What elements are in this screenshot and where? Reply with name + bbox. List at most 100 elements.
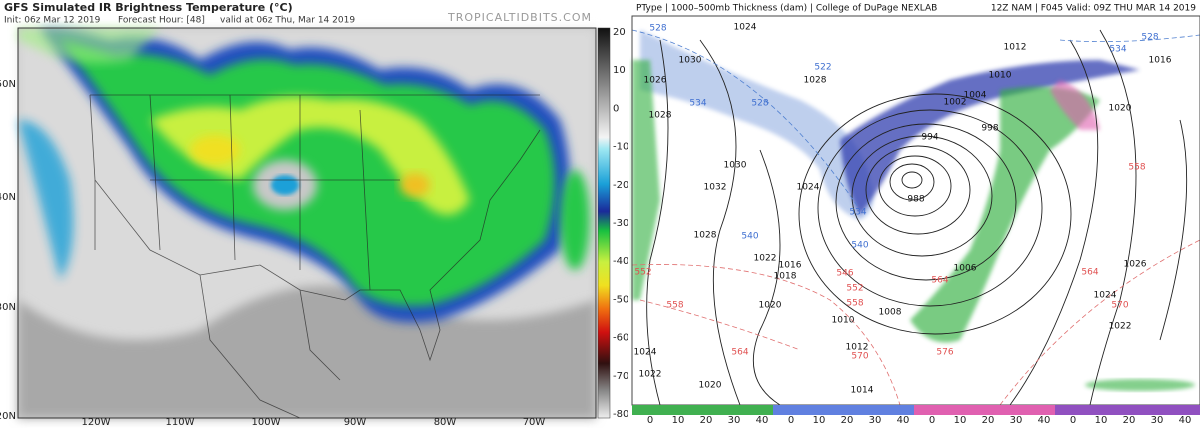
- isobar-label: 1032: [704, 183, 727, 193]
- isobar-label: 1016: [1149, 56, 1172, 66]
- isobar-label: 1022: [1109, 322, 1132, 332]
- thickness-label: 558: [846, 299, 863, 309]
- left-title: GFS Simulated IR Brightness Temperature …: [4, 1, 293, 14]
- lon-label: 110W: [166, 417, 195, 428]
- isobar-label: 1004: [964, 91, 987, 101]
- thickness-label: 576: [936, 348, 953, 358]
- ptype-scale: [632, 405, 1200, 415]
- thickness-label: 528: [1141, 33, 1158, 43]
- isobar-label: 1008: [879, 308, 902, 318]
- header-left: PType | 1000–500mb Thickness (dam) | Col…: [636, 4, 937, 14]
- map-frame: [17, 27, 597, 419]
- isobar-label: 1030: [724, 161, 747, 171]
- isobar-label: 1028: [649, 111, 672, 121]
- lat-label: 40N: [0, 192, 16, 203]
- isobar-label: 1016: [779, 261, 802, 271]
- lat-label: 50N: [0, 79, 16, 90]
- thickness-label: 552: [634, 268, 651, 278]
- isobar-label: 1028: [804, 76, 827, 86]
- colorbar: [597, 27, 611, 419]
- isobar-label: 1020: [1109, 104, 1132, 114]
- isobar-label: 1024: [797, 183, 820, 193]
- thickness-label: 558: [666, 301, 683, 311]
- colorbar-label: 0: [613, 103, 619, 114]
- thickness-label: 534: [1109, 45, 1126, 55]
- isobar-label: 1010: [832, 316, 855, 326]
- colorbar-label: -20: [613, 180, 629, 191]
- isobar-label: 1006: [954, 264, 977, 274]
- isobar-label: 1020: [759, 301, 782, 311]
- init-text: Init: 06z Mar 12 2019: [4, 16, 101, 26]
- nam-map: [631, 16, 1200, 406]
- scale-label: 20: [841, 415, 854, 426]
- thickness-label: 540: [741, 232, 758, 242]
- isobar-label: 1026: [1124, 260, 1147, 270]
- lon-label: 80W: [434, 417, 457, 428]
- scale-label: 20: [1123, 415, 1136, 426]
- lat-label: 20N: [0, 411, 16, 422]
- thickness-label: 564: [1081, 268, 1098, 278]
- scale-label: 30: [1151, 415, 1164, 426]
- isobar-label: 994: [921, 133, 938, 143]
- lat-label: 30N: [0, 302, 16, 313]
- scale-label: 0: [1070, 415, 1076, 426]
- scale-label: 10: [672, 415, 685, 426]
- thickness-label: 522: [814, 63, 831, 73]
- scale-label: 40: [897, 415, 910, 426]
- isobar-label: 1012: [1004, 43, 1027, 53]
- scale-label: 0: [788, 415, 794, 426]
- scale-label: 30: [869, 415, 882, 426]
- scale-label: 10: [1095, 415, 1108, 426]
- scale-label: 40: [1038, 415, 1051, 426]
- thickness-label: 540: [851, 241, 868, 251]
- isobar-label: 1010: [989, 71, 1012, 81]
- isobar-label: 1014: [851, 386, 874, 396]
- colorbar-label: 10: [613, 65, 626, 76]
- colorbar-label: -40: [613, 256, 629, 267]
- scale-label: 0: [647, 415, 653, 426]
- thickness-label: 570: [1111, 301, 1128, 311]
- colorbar-label: -30: [613, 218, 629, 229]
- lon-label: 90W: [344, 417, 367, 428]
- isobar-label: 988: [907, 195, 924, 205]
- isobar-label: 1012: [846, 343, 869, 353]
- thickness-label: 528: [751, 99, 768, 109]
- colorbar-label: -50: [613, 294, 629, 305]
- scale-label: 20: [700, 415, 713, 426]
- scale-label: 0: [929, 415, 935, 426]
- ir-map: [18, 28, 596, 419]
- lon-label: 100W: [252, 417, 281, 428]
- isobar-label: 1002: [944, 98, 967, 108]
- forecast-hour: Forecast Hour: [48]: [118, 16, 205, 26]
- colorbar-label: 20: [613, 27, 626, 38]
- colorbar-label: -70: [613, 371, 629, 382]
- isobar-label: 1022: [639, 370, 662, 380]
- thickness-label: 534: [689, 99, 706, 109]
- thickness-label: 558: [1128, 163, 1145, 173]
- thickness-label: 534: [849, 208, 866, 218]
- thickness-label: 564: [731, 348, 748, 358]
- thickness-label: 546: [836, 269, 853, 279]
- colorbar-label: -10: [613, 142, 629, 153]
- thickness-label: 552: [846, 284, 863, 294]
- colorbar-label: -80: [613, 409, 629, 420]
- isobar-label: 1020: [699, 381, 722, 391]
- colorbar-label: -60: [613, 333, 629, 344]
- isobar-label: 998: [981, 124, 998, 134]
- isobar-label: 1022: [754, 254, 777, 264]
- right-header: [628, 0, 1200, 16]
- valid-text: valid at 06z Thu, Mar 14 2019: [220, 16, 355, 26]
- isobar-label: 1030: [679, 56, 702, 66]
- scale-label: 10: [813, 415, 826, 426]
- isobar-label: 1026: [644, 76, 667, 86]
- scale-label: 30: [1010, 415, 1023, 426]
- header-right: 12Z NAM | F045 Valid: 09Z THU MAR 14 201…: [991, 4, 1196, 14]
- thickness-label: 564: [931, 276, 948, 286]
- scale-label: 20: [982, 415, 995, 426]
- isobar-label: 1024: [734, 23, 757, 33]
- isobar-label: 1018: [774, 272, 797, 282]
- isobar-label: 1028: [694, 231, 717, 241]
- scale-label: 40: [756, 415, 769, 426]
- scale-label: 10: [954, 415, 967, 426]
